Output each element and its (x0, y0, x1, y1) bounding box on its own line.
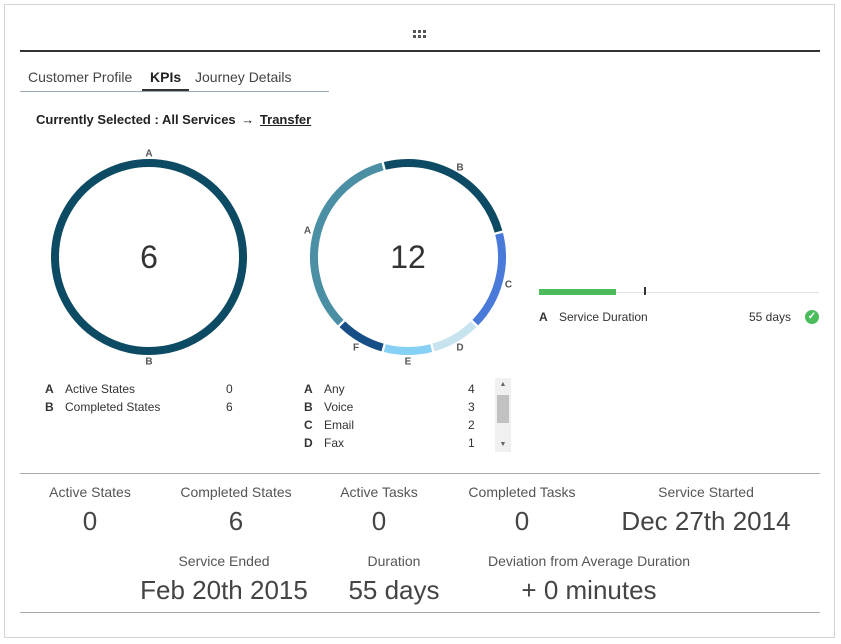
legend-value: 1 (468, 436, 475, 450)
slice-letter-label: A (145, 149, 152, 160)
stat-active-tasks: Active Tasks 0 (329, 484, 429, 537)
legend-letter: C (304, 418, 313, 432)
donut-slice-a[interactable] (310, 162, 384, 326)
legend-label: Completed States (65, 400, 161, 414)
stat-value: 0 (82, 506, 98, 536)
legend-letter: A (45, 382, 54, 396)
donut-slice-b[interactable] (383, 159, 503, 233)
slice-letter-label: D (456, 343, 463, 354)
tabs-underline (20, 91, 329, 92)
stat-completed-tasks: Completed Tasks 0 (457, 484, 587, 537)
stat-value: Dec 27th 2014 (621, 506, 791, 536)
stat-label: Active States (49, 484, 131, 500)
donut-slice-f[interactable] (339, 321, 384, 352)
stat-completed-states: Completed States 6 (171, 484, 301, 537)
legend-value: 4 (468, 382, 475, 396)
stat-deviation: Deviation from Average Duration + 0 minu… (474, 553, 704, 606)
legend-row: B Completed States 6 (45, 400, 240, 418)
tab-bar: Customer Profile KPIs Journey Details (20, 66, 330, 92)
duration-bar-fill (539, 289, 616, 295)
legend-row: C Email 2 (304, 418, 484, 436)
stat-label: Completed Tasks (468, 484, 576, 500)
arrow-right-icon: → (241, 112, 255, 127)
states-legend: A Active States 0 B Completed States 6 (45, 382, 240, 418)
legend-row: B Voice 3 (304, 400, 484, 418)
kpi-panel (4, 4, 835, 638)
stat-value: 0 (514, 506, 530, 536)
legend-label: Email (324, 418, 355, 432)
stat-label: Service Started (658, 484, 754, 500)
arrow-up-icon[interactable]: ▲ (499, 381, 507, 388)
arrow-down-icon[interactable]: ▼ (499, 441, 507, 448)
slice-letter-label: B (145, 357, 152, 368)
legend-value: 6 (226, 400, 233, 414)
stats-divider-bottom (20, 612, 820, 613)
stat-label: Duration (367, 553, 421, 569)
donut-slice-c[interactable] (472, 232, 506, 326)
stat-label: Service Ended (178, 553, 270, 569)
donut-slice-d[interactable] (432, 321, 477, 352)
stat-service-ended: Service Ended Feb 20th 2015 (134, 553, 314, 606)
legend-value: 55 days (748, 310, 791, 324)
channels-donut-chart: A B C D E F 12 (304, 159, 512, 368)
legend-label: Active States (65, 382, 136, 396)
legend-value: 3 (468, 400, 475, 414)
check-circle-icon: ✓ (805, 310, 819, 324)
legend-letter: B (45, 400, 54, 414)
stat-service-started: Service Started Dec 27th 2014 (612, 484, 800, 537)
states-donut-chart: A B 6 (51, 149, 247, 368)
stat-value: 6 (228, 506, 244, 536)
legend-row: A Any 4 (304, 382, 484, 400)
slice-letter-label: B (456, 162, 463, 173)
legend-label: Fax (324, 436, 345, 450)
stat-label: Completed States (180, 484, 292, 500)
legend-label: Any (324, 382, 345, 396)
tab-customer-profile[interactable]: Customer Profile (28, 69, 133, 85)
tab-journey-details[interactable]: Journey Details (195, 69, 292, 85)
legend-label: Service Duration (559, 310, 648, 324)
channels-legend: A Any 4 B Voice 3 C Email 2 D Fax 1 (304, 382, 484, 454)
stat-value: + 0 minutes (521, 575, 657, 605)
stat-duration: Duration 55 days (334, 553, 454, 606)
stat-active-states: Active States 0 (30, 484, 150, 537)
legend-row: A Active States 0 (45, 382, 240, 400)
selection-prefix: Currently Selected : All Services (36, 112, 236, 127)
slice-letter-label: A (304, 226, 311, 237)
slice-letter-label: E (405, 357, 412, 368)
stat-label: Active Tasks (340, 484, 418, 500)
stat-value: Feb 20th 2015 (140, 575, 308, 605)
slice-letter-label: F (353, 343, 359, 354)
legend-value: 2 (468, 418, 475, 432)
stats-divider-top (20, 473, 820, 474)
transfer-link[interactable]: Transfer (259, 112, 312, 127)
legend-letter: B (304, 400, 313, 414)
donut-slice-b[interactable] (51, 159, 247, 355)
legend-letter: A (304, 382, 313, 396)
stat-label: Deviation from Average Duration (487, 553, 691, 569)
tab-kpis[interactable]: KPIs (142, 66, 190, 92)
legend-letter: A (539, 310, 548, 324)
stat-value: 55 days (348, 575, 440, 605)
donut-center-total: 6 (140, 239, 158, 275)
legend-scrollbar[interactable]: ▲ ▼ (495, 378, 511, 452)
slice-letter-label: C (505, 279, 512, 290)
drag-handle-icon[interactable] (413, 30, 427, 38)
legend-value: 0 (226, 382, 233, 396)
duration-bar-track (539, 292, 819, 293)
legend-label: Voice (324, 400, 354, 414)
current-selection: Currently Selected : All Services → Tran… (36, 112, 311, 127)
header-divider (20, 50, 820, 52)
donut-slice-e[interactable] (383, 344, 433, 355)
legend-row: D Fax 1 (304, 436, 484, 454)
duration-average-marker (644, 287, 646, 295)
legend-letter: D (304, 436, 313, 450)
donut-center-total: 12 (390, 239, 426, 275)
stat-value: 0 (371, 506, 387, 536)
scrollbar-thumb[interactable] (497, 395, 509, 423)
